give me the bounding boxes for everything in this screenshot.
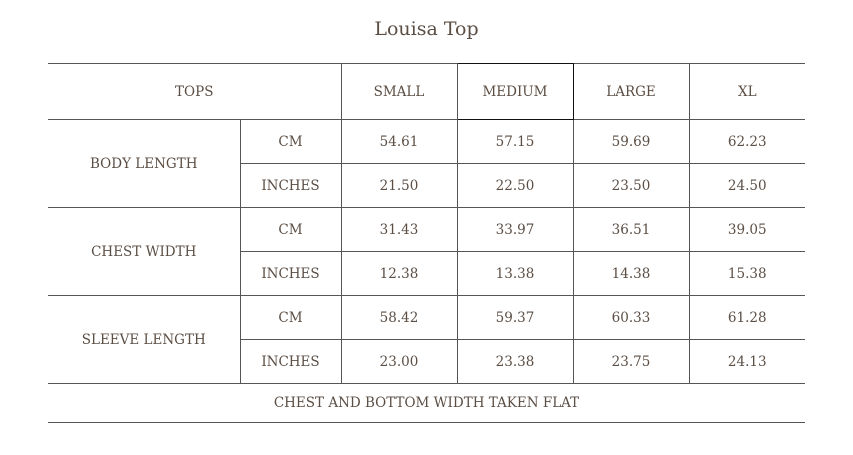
header-size-large: LARGE xyxy=(572,63,690,120)
header-row: TOPS SMALL MEDIUM LARGE XL xyxy=(48,63,805,120)
table-cell: 62.23 xyxy=(688,119,805,164)
table-cell: 22.50 xyxy=(456,163,574,208)
header-size-small: SMALL xyxy=(340,63,458,120)
table-cell: 24.13 xyxy=(688,339,805,384)
table-cell: 14.38 xyxy=(572,251,690,296)
measure-label: SLEEVE LENGTH xyxy=(48,295,241,384)
table-cell: 60.33 xyxy=(572,295,690,340)
header-category: TOPS xyxy=(48,63,342,120)
table-row: CHEST WIDTH CM 31.43 33.97 36.51 39.05 xyxy=(48,207,805,296)
table-row: INCHES 12.38 13.38 14.38 15.38 xyxy=(48,251,805,296)
table-cell: 23.75 xyxy=(572,339,690,384)
header-size-xl: XL xyxy=(688,63,805,120)
table-cell: 23.00 xyxy=(340,339,458,384)
table-cell: 12.38 xyxy=(340,251,458,296)
table-cell: 59.69 xyxy=(572,119,690,164)
table-row: BODY LENGTH CM 54.61 57.15 59.69 62.23 xyxy=(48,119,805,208)
header-size-medium: MEDIUM xyxy=(456,63,574,120)
table-cell: 23.50 xyxy=(572,163,690,208)
table-cell: 13.38 xyxy=(456,251,574,296)
unit-label: INCHES xyxy=(239,251,342,296)
table-cell: 59.37 xyxy=(456,295,574,340)
measure-label: CHEST WIDTH xyxy=(48,207,241,296)
table-cell: 39.05 xyxy=(688,207,805,252)
table-cell: 33.97 xyxy=(456,207,574,252)
measure-label: BODY LENGTH xyxy=(48,119,241,208)
table-cell: 58.42 xyxy=(340,295,458,340)
size-chart-table: TOPS SMALL MEDIUM LARGE XL BODY LENGTH CM… xyxy=(48,63,805,423)
table-cell: 24.50 xyxy=(688,163,805,208)
unit-label: INCHES xyxy=(239,163,342,208)
unit-label: CM xyxy=(239,295,342,340)
table-row: SLEEVE LENGTH CM 58.42 59.37 60.33 61.28 xyxy=(48,295,805,384)
table-cell: 54.61 xyxy=(340,119,458,164)
unit-label: CM xyxy=(239,207,342,252)
table-cell: 23.38 xyxy=(456,339,574,384)
footnote: CHEST AND BOTTOM WIDTH TAKEN FLAT xyxy=(48,383,805,423)
unit-label: INCHES xyxy=(239,339,342,384)
footnote-row: CHEST AND BOTTOM WIDTH TAKEN FLAT xyxy=(48,383,805,423)
table-cell: 61.28 xyxy=(688,295,805,340)
table-cell: 21.50 xyxy=(340,163,458,208)
table-cell: 15.38 xyxy=(688,251,805,296)
table-cell: 36.51 xyxy=(572,207,690,252)
unit-label: CM xyxy=(239,119,342,164)
table-cell: 57.15 xyxy=(456,119,574,164)
table-row: INCHES 21.50 22.50 23.50 24.50 xyxy=(48,163,805,208)
page-title: Louisa Top xyxy=(374,18,479,40)
table-cell: 31.43 xyxy=(340,207,458,252)
